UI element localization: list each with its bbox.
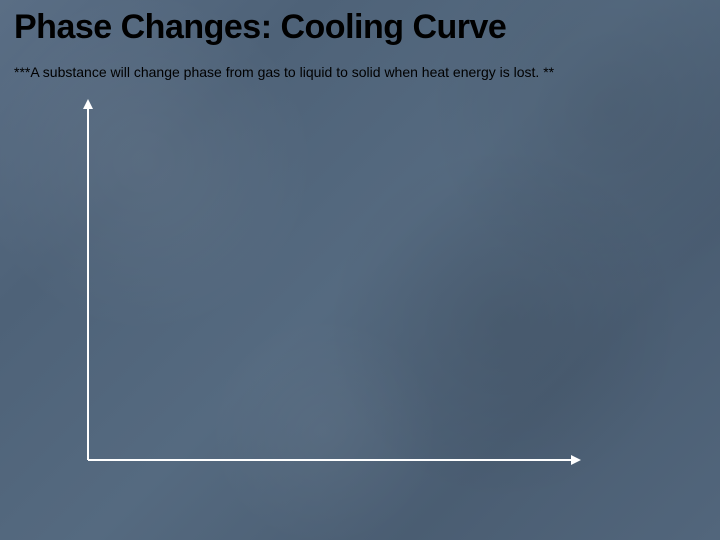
cooling-curve-chart xyxy=(78,100,588,470)
slide-title: Phase Changes: Cooling Curve xyxy=(14,8,706,47)
slide-subtitle: ***A substance will change phase from ga… xyxy=(14,64,706,80)
chart-svg xyxy=(78,100,588,470)
slide-container: Phase Changes: Cooling Curve ***A substa… xyxy=(0,0,720,540)
